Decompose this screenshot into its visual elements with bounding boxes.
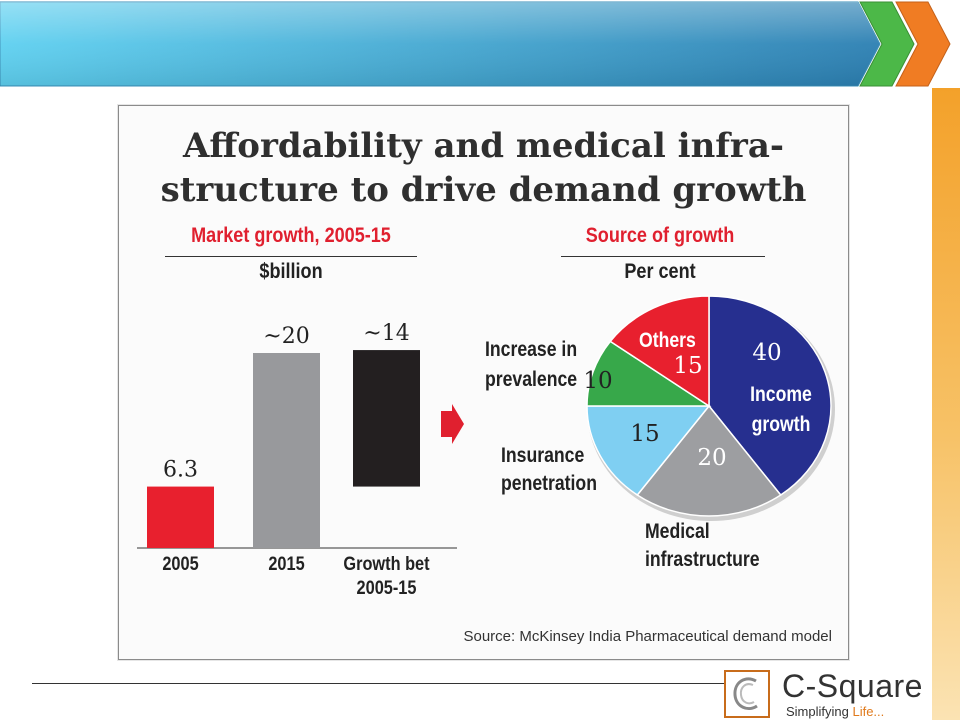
bar-value-label: 6.3 bbox=[163, 458, 198, 483]
bar-chart-title: Market growth, 2005-15 bbox=[191, 224, 391, 247]
bar-category-label: 2005 bbox=[162, 553, 198, 574]
pie-slice-medical-infrastructure bbox=[636, 404, 782, 517]
pie-label-prevalence: prevalence bbox=[485, 368, 577, 392]
pie-label-income: growth bbox=[752, 413, 811, 437]
bar-growth-bet-2005-15 bbox=[353, 350, 420, 487]
pie-slice-others bbox=[609, 295, 710, 408]
chevron-green-icon bbox=[859, 1, 915, 87]
company-logo: C-Square Simplifying Life... bbox=[724, 668, 960, 720]
pie-label-medical: Medical bbox=[645, 520, 710, 544]
bar-chart-unit: $billion bbox=[259, 260, 323, 283]
source-note: Source: McKinsey India Pharmaceutical de… bbox=[463, 628, 832, 645]
right-arrow-icon bbox=[441, 404, 464, 444]
side-accent-strip bbox=[932, 88, 960, 720]
pie-chart-title: Source of growth bbox=[585, 224, 735, 247]
pie-label-income: Income bbox=[750, 383, 812, 407]
bar-value-label: ~20 bbox=[263, 324, 309, 349]
pie-slice-increase-in-prevalence bbox=[586, 340, 712, 407]
pie-title-rule bbox=[561, 256, 765, 257]
pie-label-others: Others bbox=[639, 329, 696, 353]
chart-panel: Affordability and medical infra- structu… bbox=[118, 105, 849, 660]
bar-category-label: 2005-15 bbox=[357, 577, 417, 598]
pie-value-label: 10 bbox=[583, 368, 612, 394]
pie-slice-insurance-penetration bbox=[586, 405, 711, 496]
header-banner bbox=[0, 1, 951, 87]
pie-label-prevalence: Increase in bbox=[485, 338, 577, 362]
headline-line-1: Affordability and medical infra- bbox=[183, 126, 784, 166]
pie-value-label: 40 bbox=[752, 340, 781, 366]
logo-mark-icon bbox=[724, 670, 770, 718]
pie-value-label: 15 bbox=[630, 421, 659, 447]
bar-category-label: Growth bet bbox=[343, 553, 429, 574]
logo-tagline-end: Life... bbox=[852, 704, 885, 719]
bar-value-label: ~14 bbox=[363, 321, 409, 346]
chevron-orange-icon bbox=[895, 1, 951, 87]
chart-headline: Affordability and medical infra- structu… bbox=[119, 124, 848, 212]
logo-tagline-start: Simplifying bbox=[786, 704, 853, 719]
bar-category-label: 2015 bbox=[268, 553, 304, 574]
pie-label-insurance: penetration bbox=[501, 472, 597, 496]
pie-label-insurance: Insurance bbox=[501, 444, 584, 468]
bar-2005 bbox=[147, 486, 214, 548]
footer-rule bbox=[32, 683, 732, 684]
logo-name: C-Square bbox=[782, 668, 923, 704]
pie-slice-income-growth bbox=[708, 295, 832, 496]
pie-value-label: 20 bbox=[697, 445, 726, 471]
pie-chart-unit: Per cent bbox=[624, 260, 696, 283]
bar-title-rule bbox=[165, 256, 417, 257]
pie-value-label: 15 bbox=[673, 353, 702, 379]
pie-label-medical: infrastructure bbox=[645, 548, 760, 572]
headline-line-2: structure to drive demand growth bbox=[160, 170, 807, 210]
logo-tagline: Simplifying Life... bbox=[786, 704, 884, 719]
bar-2015 bbox=[253, 353, 320, 548]
